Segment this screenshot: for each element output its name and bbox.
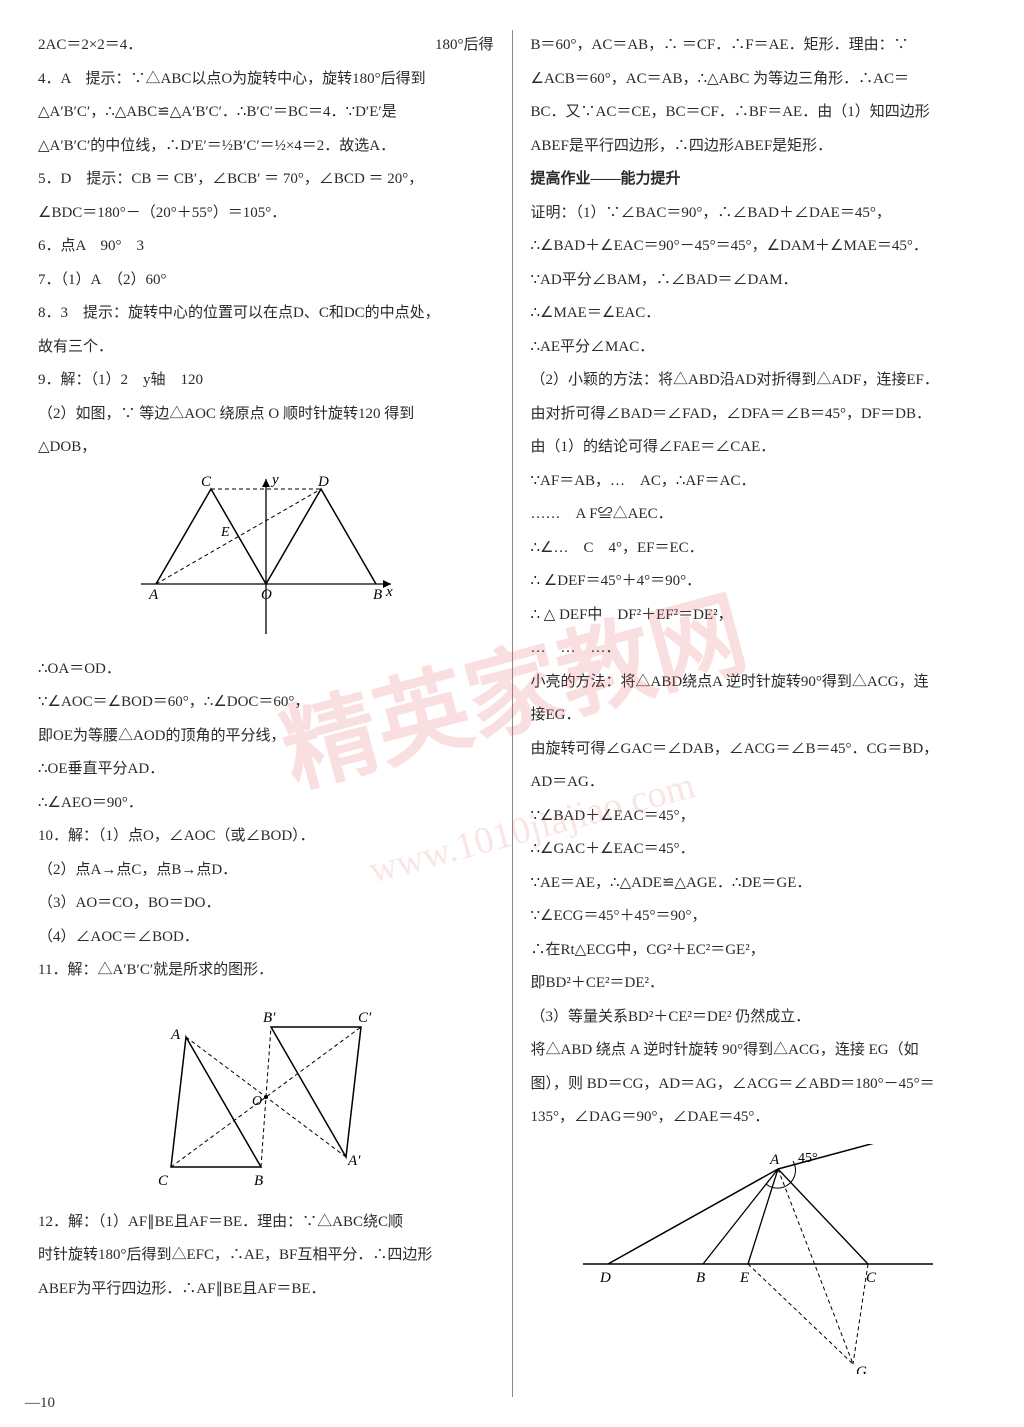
text-line: △A′B′C′的中位线，∴D′E′＝½B′C′＝½×4＝2．故选A．: [38, 131, 494, 163]
svg-text:A: A: [148, 587, 159, 603]
text-line: ∴∠MAE＝∠EAC．: [531, 298, 987, 330]
figure-3-rotation-diagram: A 45° D B E C G: [531, 1144, 987, 1374]
text-line: △DOB，: [38, 432, 494, 464]
text-line: 5．D 提示：CB ＝ CB′，∠BCB′ ＝ 70°，∠BCD ＝ 20°，: [38, 164, 494, 196]
svg-text:G: G: [856, 1364, 867, 1374]
text-line: （2）小颖的方法：将△ABD沿AD对折得到△ADF，连接EF．: [531, 365, 987, 397]
text-line: 由对折可得∠BAD＝∠FAD，∠DFA＝∠B＝45°，DF＝DB．: [531, 399, 987, 431]
text-line: ABEF是平行四边形，∴四边形ABEF是矩形．: [531, 131, 987, 163]
svg-text:E: E: [220, 525, 230, 540]
text-line: 10．解：（1）点O，∠AOC（或∠BOD）．: [38, 821, 494, 853]
section-heading: 提高作业——能力提升: [531, 164, 987, 196]
text-line: ∴∠… C 4°，EF＝EC．: [531, 533, 987, 565]
text-line: 7．（1）A （2）60°: [38, 265, 494, 297]
svg-text:D: D: [317, 474, 329, 490]
text-line: 180°后得: [435, 30, 494, 62]
svg-text:B: B: [373, 587, 382, 603]
text-line: ∴∠BAD＋∠EAC＝90°－45°＝45°，∠DAM＋∠MAE＝45°．: [531, 231, 987, 263]
text-line: ∵∠ECG＝45°＋45°＝90°，: [531, 901, 987, 933]
page-number: —10: [25, 1395, 55, 1412]
text-line: ∴ ∠DEF＝45°＋4°＝90°．: [531, 566, 987, 598]
svg-text:C: C: [158, 1173, 169, 1189]
text-line: 6．点A 90° 3: [38, 231, 494, 263]
text-line: 4．A 提示：∵△ABC以点O为旋转中心，旋转180°后得到: [38, 64, 494, 96]
text-line: ∴AE平分∠MAC．: [531, 332, 987, 364]
text-line: ∠BDC＝180°－（20°＋55°）＝105°．: [38, 198, 494, 230]
svg-text:D: D: [599, 1270, 611, 1286]
svg-text:A′: A′: [347, 1153, 361, 1169]
text-line: 8．3 提示：旋转中心的位置可以在点D、C和DC的中点处，: [38, 298, 494, 330]
svg-text:C: C: [866, 1270, 877, 1286]
text-line: 9．解：（1）2 y轴 120: [38, 365, 494, 397]
text-line: AD＝AG．: [531, 767, 987, 799]
text-line: ∵AE＝AE，∴△ADE≌△AGE．∴DE＝GE．: [531, 868, 987, 900]
text-line: 11．解：△A′B′C′就是所求的图形．: [38, 955, 494, 987]
text-line: （2）点A→点C，点B→点D．: [38, 855, 494, 887]
svg-text:C: C: [201, 474, 212, 490]
text-line: △A′B′C′，∴△ABC≌△A′B′C′．∴B′C′＝BC＝4．∵D′E′是: [38, 97, 494, 129]
svg-text:B: B: [696, 1270, 705, 1286]
text-line: … … …．: [531, 633, 987, 665]
svg-text:O: O: [252, 1094, 262, 1109]
text-line: ∵∠BAD＋∠EAC＝45°，: [531, 801, 987, 833]
text-line: ∴OE垂直平分AD．: [38, 754, 494, 786]
text-line: …… A F≌△AEC．: [531, 499, 987, 531]
svg-text:x: x: [385, 584, 393, 600]
svg-text:y: y: [270, 474, 279, 488]
text-line: 由旋转可得∠GAC＝∠DAB，∠ACG＝∠B＝45°．CG＝BD，: [531, 734, 987, 766]
text-line: ∵∠AOC＝∠BOD＝60°，∴∠DOC＝60°，: [38, 687, 494, 719]
svg-text:E: E: [739, 1270, 749, 1286]
text-line: 由（1）的结论可得∠FAE＝∠CAE．: [531, 432, 987, 464]
text-line: （2）如图，∵ 等边△AOC 绕原点 O 顺时针旋转120 得到: [38, 399, 494, 431]
text-line: 故有三个．: [38, 332, 494, 364]
svg-text:B: B: [254, 1173, 263, 1189]
text-line: 接EG．: [531, 700, 987, 732]
text-line: 时针旋转180°后得到△EFC，∴AE，BF互相平分．∴四边形: [38, 1240, 494, 1272]
text-line: B＝60°，AC＝AB，∴ ＝CF．∴F＝AE．矩形．理由：∵: [531, 30, 987, 62]
text-line: 图），则 BD＝CG，AD＝AG，∠ACG＝∠ABD＝180°－45°＝: [531, 1069, 987, 1101]
text-line: 小亮的方法：将△ABD绕点A 逆时针旋转90°得到△ACG，连: [531, 667, 987, 699]
text-line: ∴∠GAC＋∠EAC＝45°．: [531, 834, 987, 866]
text-line: （4）∠AOC＝∠BOD．: [38, 922, 494, 954]
text-line: ∴∠AEO＝90°．: [38, 788, 494, 820]
text-line: 135°，∠DAG＝90°，∠DAE＝45°．: [531, 1102, 987, 1134]
text-line: （3）等量关系BD²＋CE²＝DE² 仍然成立．: [531, 1002, 987, 1034]
left-column: 2AC＝2×2＝4． 180°后得 4．A 提示：∵△ABC以点O为旋转中心，旋…: [20, 30, 513, 1397]
text-line: 即BD²＋CE²＝DE²．: [531, 968, 987, 1000]
svg-text:45°: 45°: [798, 1151, 818, 1166]
svg-text:C′: C′: [358, 1010, 372, 1026]
text-line: 2AC＝2×2＝4．: [38, 30, 142, 62]
text-line: 将△ABD 绕点 A 逆时针旋转 90°得到△ACG，连接 EG（如: [531, 1035, 987, 1067]
right-column: B＝60°，AC＝AB，∴ ＝CF．∴F＝AE．矩形．理由：∵ ∠ACB＝60°…: [513, 30, 1005, 1397]
svg-text:A: A: [769, 1152, 780, 1168]
text-line: ∴ △ DEF中 DF²＋EF²＝DE²，: [531, 600, 987, 632]
svg-text:O: O: [261, 587, 272, 603]
text-line: 证明：（1）∵∠BAC＝90°，∴∠BAD＋∠DAE＝45°，: [531, 198, 987, 230]
text-line: ∴OA＝OD．: [38, 654, 494, 686]
svg-text:B′: B′: [263, 1010, 276, 1026]
text-line: BC．又∵AC＝CE，BC＝CF．∴BF＝AE．由（1）知四边形: [531, 97, 987, 129]
text-line: ∠ACB＝60°，AC＝AB，∴△ABC 为等边三角形．∴AC＝: [531, 64, 987, 96]
text-line: （3）AO＝CO，BO＝DO．: [38, 888, 494, 920]
figure-1-triangles-on-axes: A O B C D E x y: [38, 474, 494, 644]
text-line: ABEF为平行四边形．∴AF∥BE且AF＝BE．: [38, 1274, 494, 1306]
text-line: 12．解：（1）AF∥BE且AF＝BE．理由：∵△ABC绕C顺: [38, 1207, 494, 1239]
svg-text:A: A: [170, 1027, 181, 1043]
text-line: 即OE为等腰△AOD的顶角的平分线，: [38, 721, 494, 753]
text-line: ∵AD平分∠BAM，∴∠BAD＝∠DAM．: [531, 265, 987, 297]
text-line: ∵AF＝AB，… AC，∴AF＝AC．: [531, 466, 987, 498]
figure-2-rotated-triangles: A B C O A′ B′ C′: [38, 997, 494, 1197]
text-line: ∴在Rt△ECG中，CG²＋EC²＝GE²，: [531, 935, 987, 967]
